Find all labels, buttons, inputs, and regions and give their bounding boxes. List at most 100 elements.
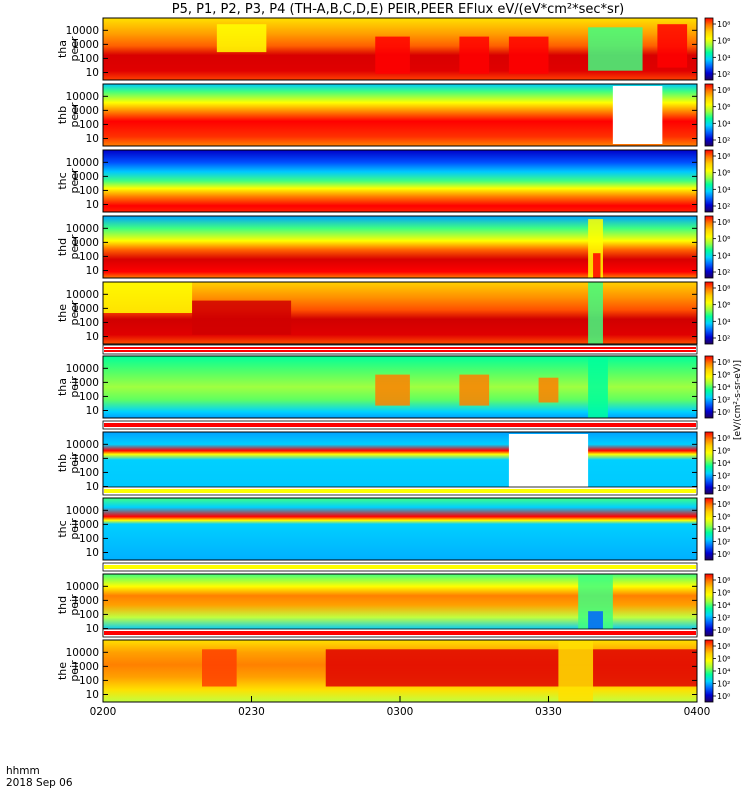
colorbar xyxy=(704,281,714,345)
spectrogram-feature xyxy=(657,24,688,68)
colorbar-tick-label: 10² xyxy=(717,70,730,79)
panel-thb-peir: thb peir 10 100 1000 10000 10⁸ 10⁶ 10⁴ 10² 10⁰ xyxy=(56,431,730,495)
spectrogram-image xyxy=(103,432,697,494)
colorbar-tick-label: 10⁴ xyxy=(717,185,730,194)
spectrogram-feature xyxy=(588,356,608,418)
spectrogram-image xyxy=(103,498,697,560)
panel-tha-peir: tha peir 10 100 1000 10000 10⁸ 10⁶ 10⁴ 10² 10⁰ xyxy=(56,355,730,419)
panel-species-label: peer xyxy=(68,36,81,62)
y-tick-label: 1000 xyxy=(72,303,99,315)
colorbar-tick-label: 10⁶ xyxy=(717,37,730,46)
colorbar-tick-label: 10⁸ xyxy=(717,576,730,585)
y-tick-label: 10 xyxy=(86,623,99,635)
y-tick-label: 10000 xyxy=(66,505,99,517)
colorbar-tick-label: 10² xyxy=(717,472,730,481)
y-tick-label: 10000 xyxy=(66,157,99,169)
colorbar xyxy=(704,497,714,561)
colorbar xyxy=(704,355,714,419)
y-tick-label: 100 xyxy=(79,467,99,479)
chart-title: P5, P1, P2, P3, P4 (TH-A,B,C,D,E) PEIR,P… xyxy=(172,2,625,17)
stripe-line xyxy=(104,347,696,349)
status-stripe xyxy=(102,628,698,638)
colorbar-tick-label: 10⁶ xyxy=(717,589,730,598)
panel-the-peer: the peer 10 100 1000 10000 10⁸ 10⁶ 10⁴ 10² xyxy=(56,281,730,345)
colorbar-tick-label: 10⁸ xyxy=(717,284,730,293)
panel-species-label: peer xyxy=(68,300,81,326)
x-tick-label: 0400 xyxy=(684,706,711,718)
panel-probe-label: thb xyxy=(56,454,69,472)
y-tick-label: 10 xyxy=(86,199,99,211)
panel-probe-label: thd xyxy=(56,596,69,614)
y-tick-label: 1000 xyxy=(72,237,99,249)
panel-species-label: peer xyxy=(68,168,81,194)
y-tick-label: 10 xyxy=(86,133,99,145)
y-tick-label: 1000 xyxy=(72,453,99,465)
y-tick-label: 1000 xyxy=(72,105,99,117)
colorbar xyxy=(704,431,714,495)
panel-species-label: peir xyxy=(68,452,81,474)
spectrogram-feature xyxy=(588,27,643,71)
data-gap xyxy=(508,434,589,492)
panel-probe-label: the xyxy=(56,662,69,680)
y-tick-label: 10000 xyxy=(66,223,99,235)
panel-species-label: peir xyxy=(68,376,81,398)
y-tick-label: 100 xyxy=(79,119,99,131)
colorbar-tick-label: 10² xyxy=(717,268,730,277)
y-tick-label: 100 xyxy=(79,533,99,545)
panel-the-peir: the peir 10 100 1000 10000 10⁸ 10⁶ 10⁴ 10² 10⁰ xyxy=(56,639,730,703)
y-tick-label: 10 xyxy=(86,67,99,79)
y-tick-label: 10000 xyxy=(66,647,99,659)
colorbar-tick-label: 10² xyxy=(717,136,730,145)
stripe-frame xyxy=(102,344,698,355)
colorbar-tick-label: 10² xyxy=(717,538,730,547)
colorbar-tick-label: 10⁸ xyxy=(717,500,730,509)
colorbar xyxy=(704,149,714,213)
spectrogram-feature xyxy=(216,24,267,53)
y-tick-label: 10 xyxy=(86,689,99,701)
status-stripe xyxy=(102,486,698,496)
colorbar-tick-label: 10⁰ xyxy=(717,626,730,635)
data-gap xyxy=(612,86,663,144)
y-tick-label: 1000 xyxy=(72,171,99,183)
colorbar-tick-label: 10⁰ xyxy=(717,550,730,559)
panel-frame xyxy=(102,215,698,279)
y-tick-label: 100 xyxy=(79,53,99,65)
colorbar-tick-label: 10⁸ xyxy=(717,86,730,95)
spectrogram-feature xyxy=(192,300,292,335)
x-tick-label: 0230 xyxy=(238,706,265,718)
colorbar-tick-label: 10⁴ xyxy=(717,525,730,534)
y-tick-label: 1000 xyxy=(72,519,99,531)
panel-tha-peer: tha peer 10 100 1000 10000 10⁸ 10⁶ 10⁴ 10² xyxy=(56,17,730,81)
y-tick-label: 10000 xyxy=(66,439,99,451)
colorbar-tick-label: 10² xyxy=(717,334,730,343)
y-tick-label: 100 xyxy=(79,317,99,329)
spectrogram-feature xyxy=(558,640,594,702)
panel-probe-label: tha xyxy=(56,378,69,396)
spectrogram-feature xyxy=(459,36,490,74)
colorbar-tick-label: 10⁸ xyxy=(717,642,730,651)
colorbar-tick-label: 10² xyxy=(717,614,730,623)
panels-group: tha peer 10 100 1000 10000 10⁸ 10⁶ 10⁴ 10² thb peer… xyxy=(56,17,730,703)
colorbar-tick-label: 10⁴ xyxy=(717,667,730,676)
panel-frame xyxy=(102,355,698,419)
colorbar-tick-label: 10⁴ xyxy=(717,383,730,392)
panel-frame xyxy=(102,497,698,561)
panel-thc-peer: thc peer 10 100 1000 10000 10⁸ 10⁶ 10⁴ 10² xyxy=(56,149,730,213)
spectrogram-feature xyxy=(508,36,549,74)
y-tick-label: 10 xyxy=(86,405,99,417)
colorbar-tick-label: 10² xyxy=(717,202,730,211)
panel-species-label: peer xyxy=(68,234,81,260)
date-label: 2018 Sep 06 xyxy=(6,777,73,789)
colorbar-tick-label: 10⁸ xyxy=(717,152,730,161)
stripe-line xyxy=(104,425,696,427)
y-tick-label: 1000 xyxy=(72,661,99,673)
x-tick-label: 0300 xyxy=(387,706,414,718)
colorbar-tick-label: 10⁴ xyxy=(717,317,730,326)
spectrogram-feature xyxy=(538,377,559,403)
colorbar-tick-label: 10² xyxy=(717,396,730,405)
spectrogram-image xyxy=(103,150,697,212)
panel-probe-label: thd xyxy=(56,238,69,256)
colorbar-tick-label: 10⁴ xyxy=(717,251,730,260)
stripe-line xyxy=(104,565,696,567)
